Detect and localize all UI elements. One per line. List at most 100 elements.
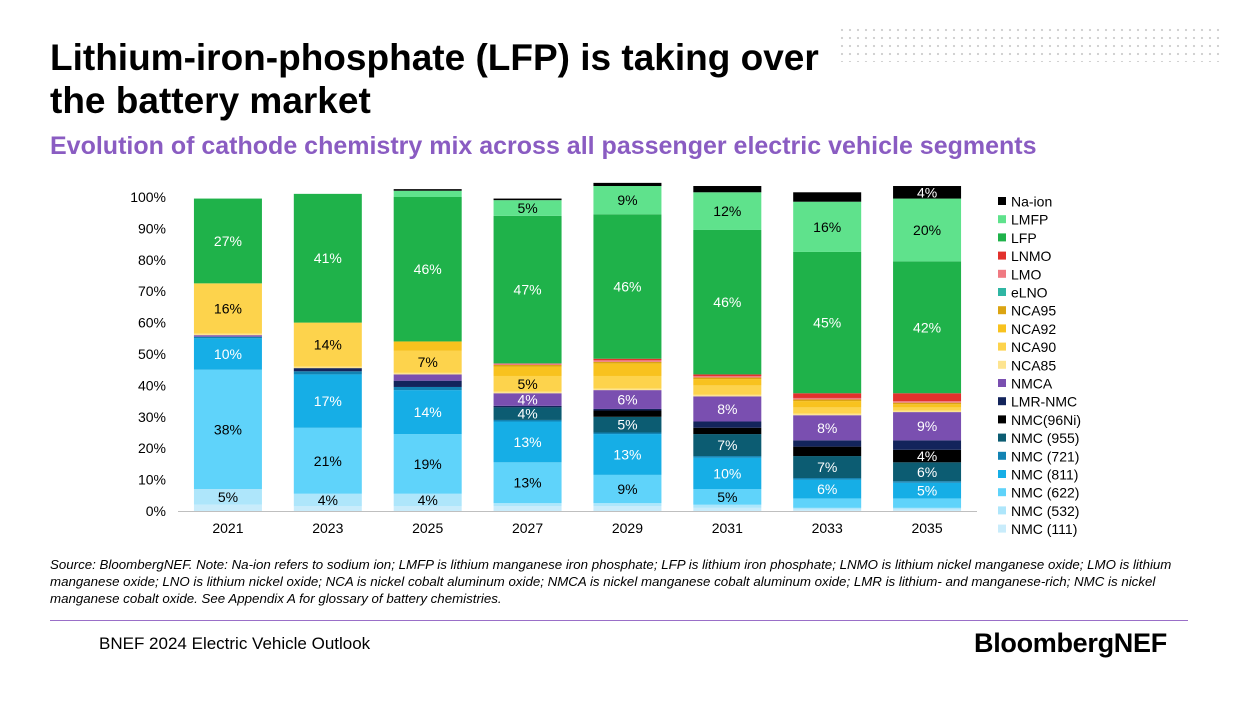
data-label: 46% (414, 261, 442, 277)
bar-segment (193, 338, 262, 370)
bar-segment (493, 393, 562, 406)
bar-segment (393, 350, 462, 373)
y-tick-label: 50% (138, 346, 166, 362)
bar-segment (693, 229, 762, 375)
bar-segment (693, 379, 762, 386)
data-label: 7% (817, 459, 837, 475)
legend-swatch (998, 488, 1006, 497)
legend-label: NCA92 (1011, 321, 1056, 337)
data-label: 14% (314, 337, 342, 353)
legend-label: NMC (955) (1011, 430, 1079, 446)
bar-segment (393, 434, 462, 494)
bar-segment (593, 503, 662, 507)
data-label: 5% (218, 489, 238, 505)
legend-label: LMR-NMC (1011, 394, 1077, 410)
bar-segment (793, 413, 862, 416)
data-label: 47% (514, 282, 542, 298)
legend: Na-ion LMFP LFP LNMO LMO eLNO NCA95 NCA92 NCA90 N… (998, 194, 1081, 537)
data-label: 5% (617, 417, 637, 433)
legend-swatch (998, 397, 1006, 406)
bar-segment (293, 322, 362, 367)
bar-segment (393, 341, 462, 351)
data-label: 21% (314, 453, 342, 469)
data-label: 4% (917, 184, 937, 200)
legend-swatch (998, 379, 1006, 387)
bar-segment (693, 456, 762, 458)
bar-segment (693, 421, 762, 428)
bar-segment (493, 200, 562, 216)
bar-segment (293, 368, 362, 372)
bar-segment (593, 416, 662, 433)
bar-segment (293, 366, 362, 369)
data-label: 10% (713, 465, 741, 481)
bar-segment (393, 506, 462, 511)
bar-segment (493, 421, 562, 463)
bar-segment (893, 198, 962, 262)
data-label: 16% (813, 219, 841, 235)
bar-segment (493, 198, 562, 201)
data-label: 4% (418, 492, 438, 508)
legend-swatch (998, 324, 1006, 333)
bar-segment (893, 412, 962, 441)
legend-swatch (998, 506, 1006, 515)
y-tick-label: 70% (138, 283, 166, 299)
data-label: 4% (917, 448, 937, 464)
y-tick-label: 20% (138, 440, 166, 456)
legend-swatch (998, 451, 1006, 460)
legend-label: NCA95 (1011, 303, 1056, 319)
legend-label: NMC (532) (1011, 503, 1079, 519)
bar-segment (393, 380, 462, 387)
bar-segment (793, 478, 862, 480)
bar-segment (393, 189, 462, 191)
bar-segment (793, 393, 862, 398)
legend-swatch (998, 269, 1006, 278)
bar-segment (493, 407, 562, 420)
legend-label: NMCA (1011, 376, 1053, 392)
x-tick-label: 2029 (612, 520, 643, 536)
bar-segment (693, 504, 762, 508)
bar-segment (793, 479, 862, 499)
bar-segment (793, 507, 862, 510)
data-label: 9% (917, 418, 937, 434)
bar-segment (193, 333, 262, 336)
bar-segment (593, 214, 662, 359)
data-label: 8% (717, 401, 737, 417)
legend-label: eLNO (1011, 285, 1048, 301)
bar-segment (893, 449, 962, 463)
y-tick-label: 90% (138, 220, 166, 236)
bar-segment (693, 374, 762, 376)
legend-swatch (998, 233, 1006, 242)
bar-segment (893, 402, 962, 405)
bar-segment (493, 391, 562, 394)
data-label: 6% (917, 464, 937, 480)
legend-swatch (998, 288, 1006, 296)
data-label: 10% (214, 346, 242, 362)
bar-segment (693, 507, 762, 511)
bar-segment (293, 506, 362, 511)
legend-swatch (998, 433, 1006, 442)
bar-segment (893, 462, 962, 482)
bar-segment (593, 182, 662, 187)
bar-segment (893, 186, 962, 199)
bar-segment (893, 440, 962, 450)
data-label: 13% (514, 434, 542, 450)
y-tick-label: 0% (146, 503, 166, 519)
bar-segment (493, 363, 562, 365)
x-tick-label: 2035 (911, 520, 942, 536)
data-label: 16% (214, 300, 242, 316)
bar-segment (893, 261, 962, 394)
legend-swatch (998, 524, 1006, 533)
bar-segment (793, 192, 862, 202)
bar-segment (193, 198, 262, 284)
bar-segment (693, 427, 762, 435)
legend-label: NMC (622) (1011, 485, 1079, 501)
data-label: 46% (713, 294, 741, 310)
bar-segment (593, 506, 662, 511)
y-tick-label: 10% (138, 472, 166, 488)
bar-segment (193, 283, 262, 334)
legend-swatch (998, 215, 1006, 224)
bar-segment (593, 361, 662, 364)
bar-segment (893, 507, 962, 510)
bar-segment (593, 186, 662, 215)
y-tick-label: 80% (138, 252, 166, 268)
